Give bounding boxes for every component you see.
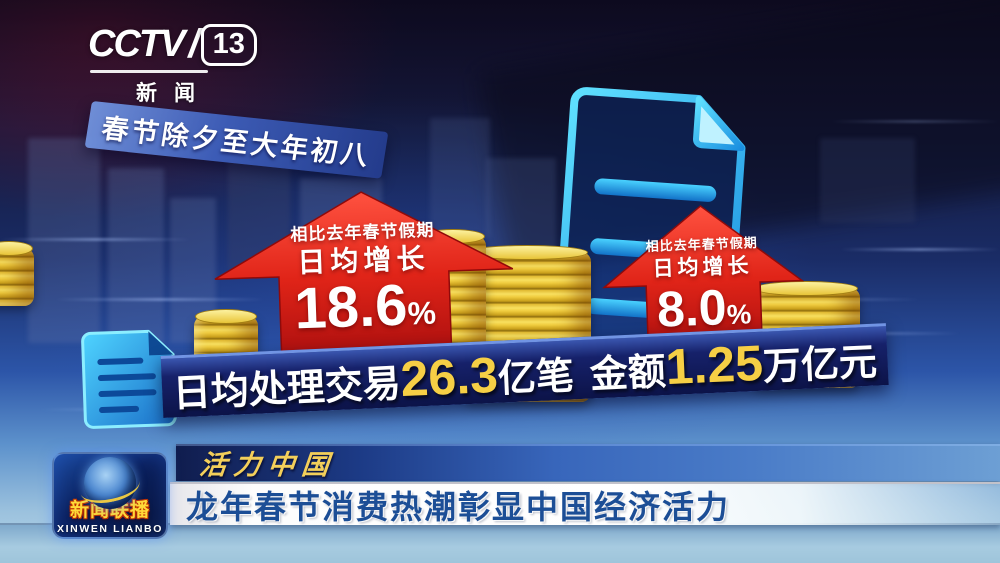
document-icon [78,324,184,434]
light-streak [55,298,265,301]
program-tag-text: 活力中国 [198,450,338,481]
light-streak [0,238,190,241]
arrow-value: 18.6 [293,272,409,342]
channel-number: 13 [200,23,257,66]
arrow-value: 8.0 [656,279,728,338]
xinwen-lianbo-logo: 新闻联播 XINWEN LIANBO [52,452,168,539]
globe-icon [84,457,136,509]
stat-amount-unit: 万亿元 [762,341,878,389]
channel-category: 新闻 [136,82,212,105]
broadcaster-name: 新闻联播 [69,500,150,521]
cctv-underline [90,70,208,73]
program-tag-bar: 活力中国 [176,444,1000,481]
cctv-logo-slash: / [188,22,200,66]
city-building [28,138,100,343]
stat-prefix: 日均处理交易 [172,363,402,416]
stat-amount-value: 1.25 [664,334,765,396]
city-building [820,138,915,223]
arrow-unit: % [726,298,752,331]
city-building [108,168,164,343]
cctv-channel-logo: CCTV / 13 新闻 [88,22,257,107]
light-streak [840,248,1000,251]
cctv-logo-text: CCTV [88,23,185,65]
light-streak [830,120,1000,123]
broadcaster-name-romanized: XINWEN LIANBO [57,523,163,535]
headline-bar: 龙年春节消费热潮彰显中国经济活力 [170,482,1000,525]
headline-text: 龙年春节消费热潮彰显中国经济活力 [186,488,731,525]
stat-transactions-unit: 亿笔 [497,355,575,401]
stat-transactions-value: 26.3 [399,346,500,408]
arrow-unit: % [406,294,437,332]
stat-amount-label: 金额 [588,351,667,397]
city-building [430,118,490,238]
coin-stack-icon [0,241,34,306]
